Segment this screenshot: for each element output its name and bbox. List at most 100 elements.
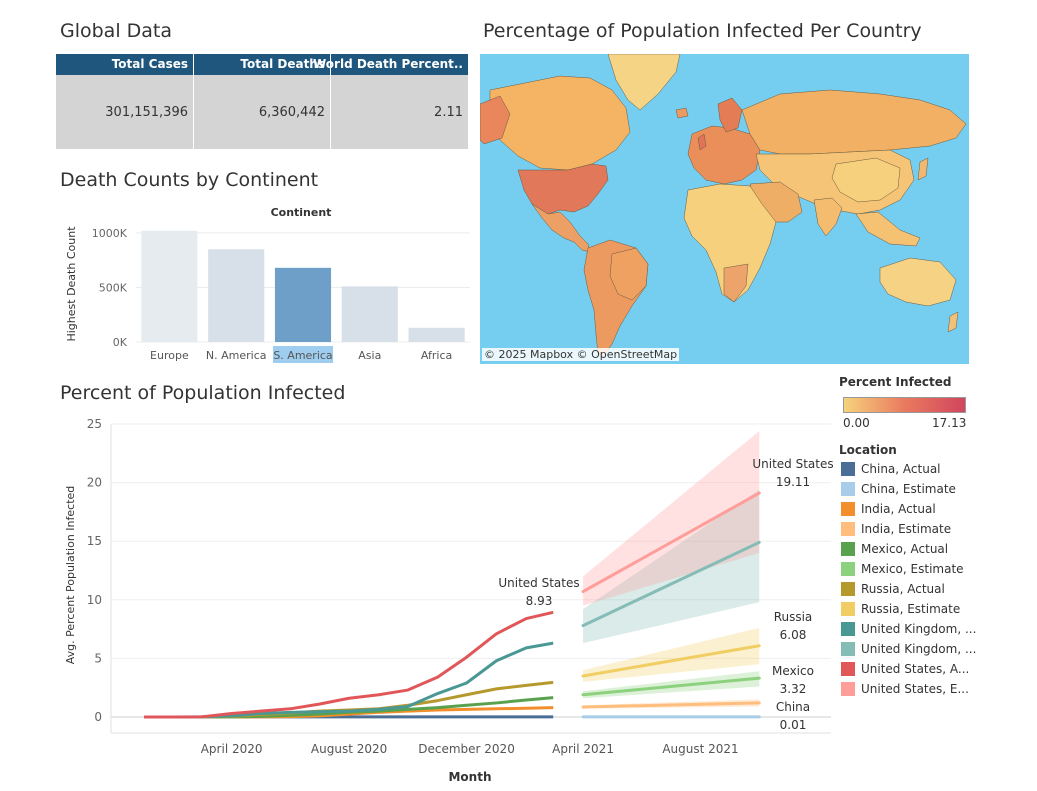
line-annotation-value: 0.01	[780, 718, 807, 732]
world-map[interactable]	[480, 54, 969, 364]
legend-swatch	[841, 682, 855, 696]
bar-s-america[interactable]	[274, 267, 332, 342]
world-death-percent-value: 2.11	[434, 105, 463, 120]
japan-shape[interactable]	[917, 157, 929, 181]
legend-label: United Kingdom, ...	[861, 642, 977, 656]
continent-title: Death Counts by Continent	[60, 169, 319, 191]
location-legend-item[interactable]: Mexico, Estimate	[841, 560, 964, 578]
location-legend-item[interactable]: India, Estimate	[841, 520, 951, 538]
estimate-series-line[interactable]	[581, 701, 761, 709]
location-legend-item[interactable]: Russia, Actual	[841, 580, 945, 598]
bar-asia[interactable]	[341, 286, 398, 342]
world-death-percent-column[interactable]: World Death Percent.. 2.11	[313, 54, 468, 149]
uk-shape[interactable]	[697, 133, 707, 151]
legend-label: United States, A...	[861, 662, 970, 676]
death-counts-bar-chart[interactable]: Continent Highest Death Count 0K 500K 1000…	[56, 200, 476, 372]
total-cases-column[interactable]: Total Cases 301,151,396	[56, 54, 193, 149]
legend-swatch	[841, 502, 855, 516]
legend-label: United Kingdom, ...	[861, 622, 977, 636]
new-zealand-shape[interactable]	[947, 311, 959, 333]
total-cases-value: 301,151,396	[105, 105, 188, 120]
total-deaths-column[interactable]: Total Deaths 6,360,442	[194, 54, 330, 149]
legend-label: United States, E...	[861, 682, 969, 696]
line-y-tick-label: 10	[87, 593, 102, 607]
line-annotation-name: Mexico	[772, 664, 814, 678]
bar-y-tick-label: 500K	[99, 281, 128, 294]
line-chart-y-axis-title: Avg. Percent Population Infected	[64, 486, 77, 665]
location-legend-item[interactable]: United States, E...	[841, 680, 969, 698]
legend-swatch	[841, 522, 855, 536]
percent-infected-max: 17.13	[932, 416, 967, 430]
bar-africa[interactable]	[408, 327, 465, 342]
estimate-series-line[interactable]	[581, 540, 761, 628]
table-body-row	[56, 75, 468, 149]
legend-label: Mexico, Actual	[861, 542, 949, 556]
actual-series-line[interactable]	[144, 610, 554, 719]
location-legend-title: Location	[839, 443, 897, 457]
location-legend-item[interactable]: China, Estimate	[841, 480, 956, 498]
location-legend-item[interactable]: Mexico, Actual	[841, 540, 948, 558]
estimate-series-line[interactable]	[581, 491, 761, 594]
alaska-shape[interactable]	[480, 95, 511, 145]
europe-shape[interactable]	[687, 125, 761, 185]
africa-shape[interactable]	[683, 183, 777, 303]
estimate-series-line[interactable]	[581, 644, 761, 678]
bar-category-label[interactable]: N. America	[206, 349, 267, 362]
india-shape[interactable]	[813, 197, 843, 237]
estimate-series-line[interactable]	[581, 676, 761, 697]
line-x-tick-label: April 2021	[552, 742, 614, 756]
southern-africa-shape[interactable]	[723, 263, 749, 303]
bar-category-label[interactable]: Europe	[150, 349, 189, 362]
bar-chart-y-axis-title: Highest Death Count	[65, 226, 78, 342]
location-legend-item[interactable]: Russia, Estimate	[841, 600, 960, 618]
line-y-tick-label: 20	[87, 476, 102, 490]
bar-n-america[interactable]	[208, 249, 265, 342]
bar-category-label[interactable]: S. America	[273, 349, 332, 362]
legend-swatch	[841, 582, 855, 596]
legend-swatch	[841, 602, 855, 616]
location-legend-item[interactable]: India, Actual	[841, 500, 936, 518]
line-y-tick-label: 15	[87, 534, 102, 548]
legend-swatch	[841, 662, 855, 676]
china-shape[interactable]	[831, 157, 901, 203]
mexico-shape[interactable]	[531, 203, 591, 253]
map-attribution[interactable]: © 2025 Mapbox © OpenStreetMap	[482, 348, 680, 361]
bar-europe[interactable]	[141, 230, 198, 342]
percent-infected-line-chart[interactable]: Avg. Percent Population Infected Month 0…	[56, 405, 836, 790]
legend-swatch	[841, 622, 855, 636]
iceland-shape[interactable]	[675, 107, 689, 119]
line-x-tick-label: April 2020	[201, 742, 263, 756]
bar-category-label[interactable]: Asia	[358, 349, 381, 362]
united-states-shape[interactable]	[517, 163, 609, 215]
russia-shape[interactable]	[741, 89, 967, 155]
line-annotation-value: 8.93	[526, 594, 553, 608]
percent-infected-min: 0.00	[843, 416, 870, 430]
location-legend-item[interactable]: United States, A...	[841, 660, 969, 678]
legend-swatch	[841, 462, 855, 476]
location-legend-item[interactable]: China, Actual	[841, 460, 941, 478]
legend-swatch	[841, 482, 855, 496]
actual-series-line[interactable]	[144, 641, 554, 719]
line-annotation-name: United States	[752, 457, 833, 471]
southeast-asia-shape[interactable]	[855, 211, 921, 247]
australia-shape[interactable]	[879, 257, 957, 307]
world-death-percent-header: World Death Percent..	[312, 57, 463, 71]
legend-label: Russia, Estimate	[861, 602, 961, 616]
brazil-shape[interactable]	[609, 247, 649, 301]
table-header-row	[56, 54, 468, 75]
scandinavia-shape[interactable]	[717, 97, 743, 133]
canada-shape[interactable]	[489, 75, 631, 171]
global-data-table[interactable]: Total Cases 301,151,396 Total Deaths 6,3…	[56, 54, 468, 149]
total-cases-header: Total Cases	[111, 57, 188, 71]
location-legend-item[interactable]: United Kingdom, ...	[841, 620, 976, 638]
line-chart-x-axis-title: Month	[448, 770, 491, 784]
location-legend-item[interactable]: United Kingdom, ...	[841, 640, 976, 658]
legend-label: China, Actual	[861, 462, 941, 476]
total-deaths-header: Total Deaths	[240, 57, 325, 71]
bar-category-label[interactable]: Africa	[421, 349, 452, 362]
total-deaths-value: 6,360,442	[258, 105, 325, 120]
greenland-shape[interactable]	[607, 54, 681, 111]
legend-swatch	[841, 562, 855, 576]
legend-label: China, Estimate	[861, 482, 956, 496]
line-y-tick-label: 0	[94, 710, 102, 724]
